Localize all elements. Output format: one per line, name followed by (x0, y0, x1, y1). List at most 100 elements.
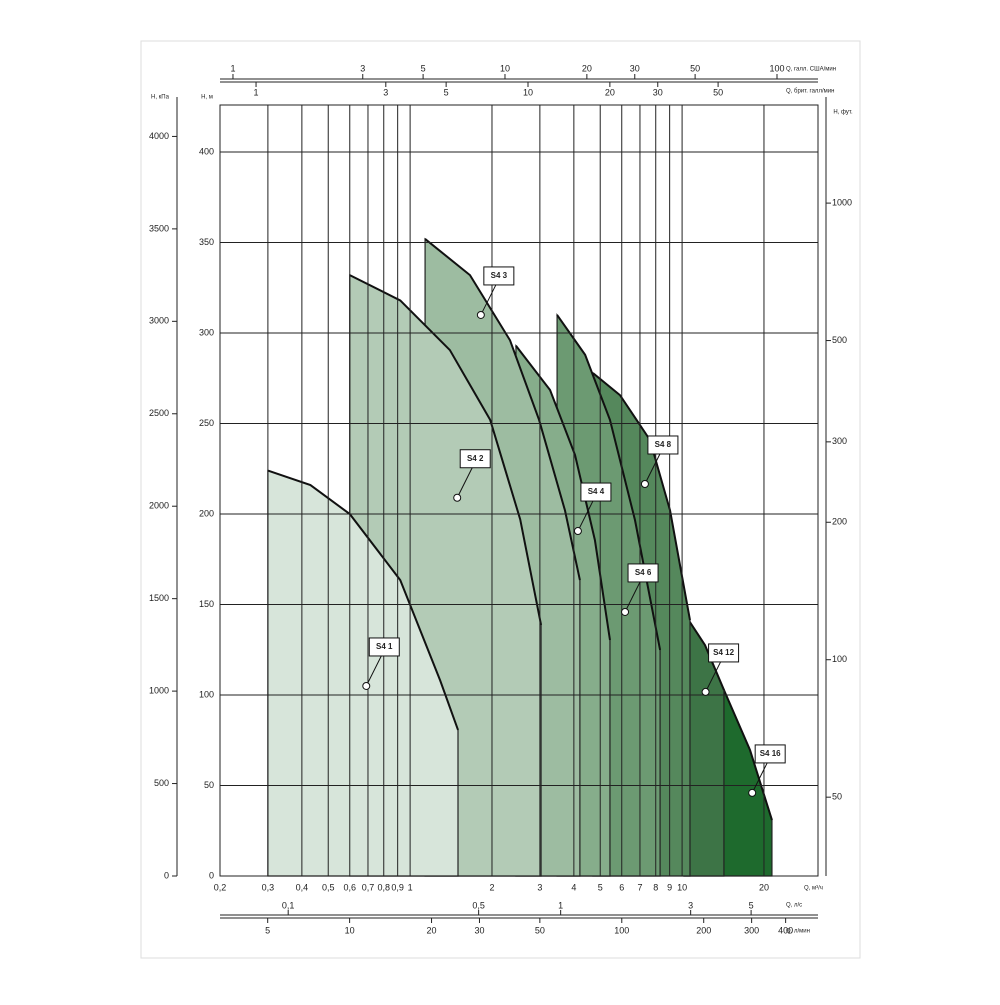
series-label: S4 3 (491, 271, 508, 280)
y-tick-label: 2500 (149, 408, 169, 418)
y-tick-label: 1500 (149, 593, 169, 603)
label-box (483, 266, 515, 286)
x-tick-label: 10 (523, 87, 533, 97)
x-tick-label: 1 (558, 900, 563, 910)
series-label: S4 6 (635, 568, 652, 577)
x-tick-label: 0,1 (282, 900, 295, 910)
series-label: S4 2 (467, 454, 484, 463)
x-tick-label: 100 (769, 63, 784, 73)
x-tick-label: 0,6 (344, 882, 357, 892)
label-box (627, 563, 659, 583)
leader-line (480, 284, 497, 316)
x-tick-label: 30 (630, 63, 640, 73)
leader-line (644, 453, 661, 485)
y-tick-label: 300 (199, 327, 214, 337)
series-label: S4 4 (588, 487, 605, 496)
series-label: S4 1 (376, 642, 393, 651)
y-tick-label: 2000 (149, 501, 169, 511)
marker (701, 687, 710, 696)
y-tick-label: 50 (204, 780, 214, 790)
x-tick-label: 7 (637, 882, 642, 892)
x-tick-label: 0,5 (472, 900, 485, 910)
x-tick-label: 5 (265, 925, 270, 935)
x-tick-label: 50 (535, 925, 545, 935)
y-tick-label: 3000 (149, 316, 169, 326)
pump-curve (556, 314, 662, 651)
x-tick-label: 10 (345, 925, 355, 935)
y-tick-label: 100 (832, 654, 847, 664)
y-tick-label: 400 (199, 146, 214, 156)
y-tick-label: 100 (199, 689, 214, 699)
x-tick-label: 300 (744, 925, 759, 935)
y-tick-label: 0 (164, 870, 169, 880)
x-tick-label: 9 (667, 882, 672, 892)
pump-curve (683, 612, 725, 691)
x-tick-label: 6 (619, 882, 624, 892)
x-tick-label: 3 (537, 882, 542, 892)
x-tick-label: 0,3 (262, 882, 275, 892)
pump-curve (424, 238, 581, 581)
x-tick-label: 4 (571, 882, 576, 892)
y-tick-label: 200 (199, 508, 214, 518)
x-tick-label: 5 (598, 882, 603, 892)
label-box (647, 435, 679, 455)
marker (476, 310, 485, 319)
x-tick-label: 1 (230, 63, 235, 73)
y-axis-label: H, м (201, 95, 213, 101)
x-tick-label: 30 (653, 87, 663, 97)
axis-label: Q, л/мин (786, 929, 810, 935)
y-tick-label: 4000 (149, 131, 169, 141)
marker (748, 788, 757, 797)
x-tick-label: 5 (444, 87, 449, 97)
axis-label: H, кПа (151, 95, 170, 101)
label-box (708, 643, 740, 663)
x-tick-label: 2 (489, 882, 494, 892)
x-tick-label: 20 (605, 87, 615, 97)
x-tick-label: 20 (427, 925, 437, 935)
x-tick-label: 8 (653, 882, 658, 892)
leader-line (365, 655, 382, 687)
marker (362, 681, 371, 690)
marker (573, 527, 582, 536)
label-box (580, 482, 612, 502)
y-tick-label: 150 (199, 599, 214, 609)
x-tick-label: 50 (713, 87, 723, 97)
x-tick-label: 10 (677, 882, 687, 892)
x-tick-label: 0,7 (362, 882, 375, 892)
y-tick-label: 350 (199, 237, 214, 247)
marker (621, 607, 630, 616)
leader-line (705, 661, 722, 693)
leader-line (624, 581, 641, 613)
y-tick-label: 0 (209, 870, 214, 880)
x-tick-label: 0,5 (322, 882, 335, 892)
y-tick-label: 250 (199, 418, 214, 428)
leader-line (751, 762, 768, 794)
x-tick-label: 20 (582, 63, 592, 73)
x-tick-label: 30 (474, 925, 484, 935)
x-tick-label: 5 (749, 900, 754, 910)
y-tick-label: 500 (154, 778, 169, 788)
x-tick-label: 20 (759, 882, 769, 892)
x-tick-label: 50 (690, 63, 700, 73)
x-tick-label: 10 (500, 63, 510, 73)
series-label: S4 12 (713, 648, 734, 657)
axis-label: H, фут. (833, 110, 853, 116)
x-tick-label: 5 (421, 63, 426, 73)
y-tick-label: 300 (832, 436, 847, 446)
x-tick-label: 3 (360, 63, 365, 73)
x-tick-label: 0,8 (377, 882, 390, 892)
axis-label: Q, брит. галл/мин (786, 89, 834, 95)
pump-curve (349, 274, 543, 626)
y-tick-label: 500 (832, 335, 847, 345)
axis-label: Q, галл. США/мин (786, 67, 836, 73)
series-label: S4 8 (655, 440, 672, 449)
series-label: S4 16 (760, 749, 781, 758)
x-tick-label: 200 (696, 925, 711, 935)
plot-border (219, 104, 819, 877)
x-tick-label: 1 (254, 87, 259, 97)
label-box (368, 637, 400, 657)
y-tick-label: 1000 (832, 197, 852, 207)
x-axis-label: Q, м³/ч (804, 886, 823, 892)
y-tick-label: 200 (832, 517, 847, 527)
